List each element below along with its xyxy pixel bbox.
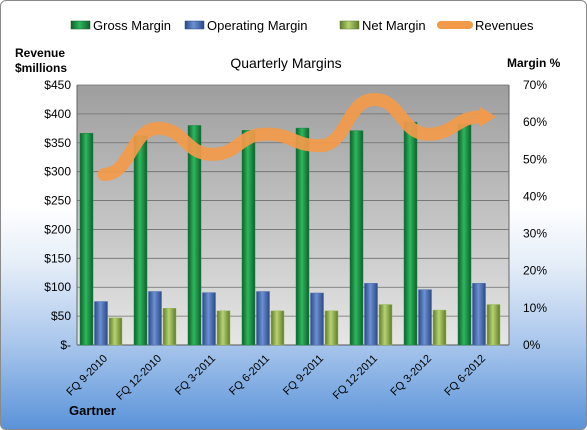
bar-gross-margin: [241, 130, 256, 346]
x-tick-label: FQ 9-2010: [64, 353, 110, 399]
left-axis-title-line1: Revenue: [15, 46, 65, 60]
bar-gross-margin: [457, 123, 472, 346]
bar-operating-margin: [256, 291, 270, 346]
right-tick-label: 60%: [523, 115, 547, 129]
bar-net-margin: [216, 310, 231, 346]
right-tick-label: 70%: [523, 78, 547, 92]
bar-net-margin: [432, 309, 447, 346]
x-tick-label: FQ 9-2011: [281, 353, 326, 398]
bar-gross-margin: [295, 127, 310, 346]
x-axis-ticks: FQ 9-2010 FQ 12-2010 FQ 3-2011 FQ 6-2011 FQ …: [64, 353, 488, 403]
x-tick-label: FQ 12-2011: [331, 353, 380, 402]
left-tick-label: $450: [44, 78, 71, 92]
chart-title: Quarterly Margins: [230, 55, 341, 71]
source-label: Gartner: [69, 403, 116, 418]
left-tick-label: $50: [51, 309, 71, 323]
x-tick-label: FQ 6-2011: [227, 353, 272, 398]
right-tick-label: 30%: [523, 227, 547, 241]
left-tick-label: $200: [44, 222, 71, 236]
bar-operating-margin: [148, 291, 162, 346]
right-tick-label: 10%: [523, 301, 547, 315]
bar-gross-margin: [349, 130, 364, 346]
left-tick-label: $350: [44, 136, 71, 150]
legend-label-revenues: Revenues: [475, 18, 534, 33]
bar-net-margin: [486, 304, 501, 346]
bar-net-margin: [378, 304, 393, 346]
bar-gross-margin: [403, 121, 418, 346]
bar-operating-margin: [364, 283, 378, 346]
right-tick-label: 50%: [523, 152, 547, 166]
legend-label-operating-margin: Operating Margin: [207, 18, 307, 33]
revenue-line: [97, 92, 489, 182]
legend-label-gross-margin: Gross Margin: [93, 18, 171, 33]
bar-net-margin: [108, 317, 123, 346]
bar-net-margin: [324, 310, 339, 346]
legend-swatch-operating-margin: [184, 20, 205, 30]
bars: [79, 121, 501, 346]
left-tick-label: $400: [44, 107, 71, 121]
right-tick-label: 40%: [523, 189, 547, 203]
legend-label-net-margin: Net Margin: [362, 18, 426, 33]
bar-gross-margin: [79, 133, 94, 346]
x-tick-label: FQ 6-2012: [442, 353, 488, 399]
legend-swatch-gross-margin: [70, 20, 91, 30]
left-tick-label: $-: [60, 338, 71, 352]
right-tick-label: 20%: [523, 264, 547, 278]
left-tick-label: $300: [44, 165, 71, 179]
left-tick-label: $100: [44, 280, 71, 294]
bar-gross-margin: [133, 135, 148, 346]
revenue-line-arrowhead: [480, 106, 496, 127]
left-axis-ticks: $- $50 $100 $150 $200 $250 $300 $350 $400 $450: [44, 78, 71, 352]
x-tick-label: FQ 12-2010: [114, 353, 164, 403]
x-tick-label: FQ 3-2012: [388, 353, 434, 399]
right-tick-label: 0%: [523, 338, 541, 352]
right-axis-ticks: 0% 10% 20% 30% 40% 50% 60% 70%: [523, 78, 547, 352]
bar-operating-margin: [472, 283, 486, 346]
gridlines: [76, 84, 510, 346]
legend: Gross Margin Operating Margin Net Margin…: [70, 18, 534, 33]
bar-net-margin: [162, 307, 177, 346]
left-axis-title-line2: $millions: [15, 61, 67, 75]
right-axis-title: Margin %: [507, 56, 561, 70]
bar-operating-margin: [418, 289, 432, 346]
bar-operating-margin: [94, 301, 108, 346]
legend-swatch-net-margin: [339, 20, 360, 30]
left-tick-label: $150: [44, 251, 71, 265]
left-tick-label: $250: [44, 194, 71, 208]
bar-net-margin: [270, 310, 285, 346]
bar-operating-margin: [202, 292, 216, 346]
x-tick-label: FQ 3-2011: [173, 353, 218, 398]
bar-gross-margin: [187, 125, 202, 346]
bar-operating-margin: [310, 292, 324, 346]
